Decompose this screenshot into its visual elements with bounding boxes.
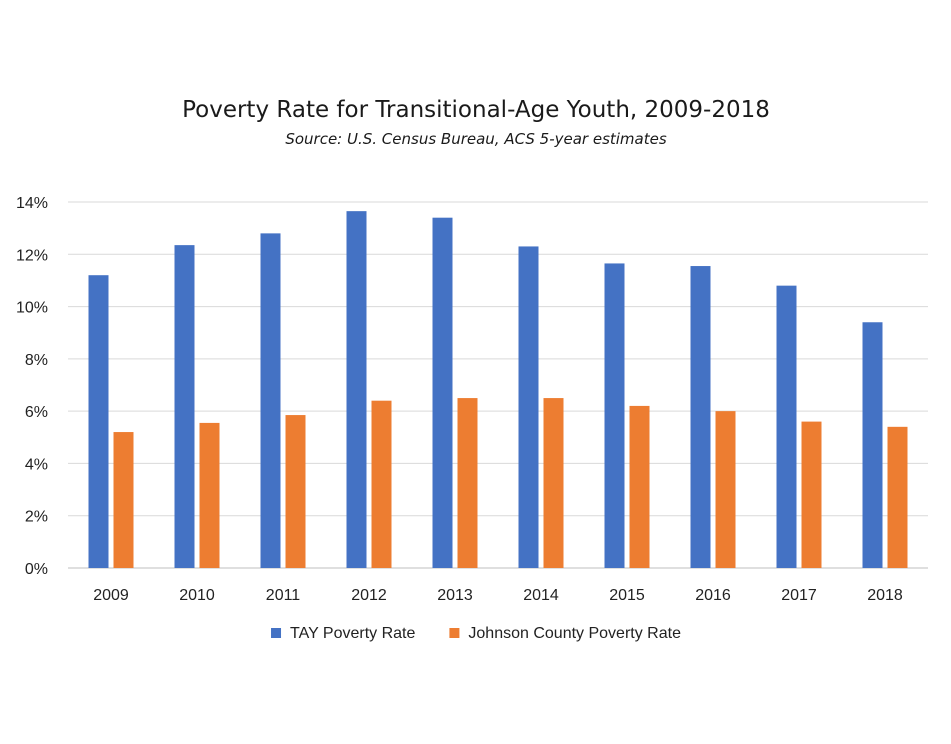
x-tick-label: 2013 <box>437 587 473 604</box>
bar-tay-2018 <box>862 322 883 568</box>
y-tick-label: 12% <box>16 247 48 264</box>
x-tick-label: 2014 <box>523 587 559 604</box>
x-tick-label: 2015 <box>609 587 645 604</box>
chart-title: Poverty Rate for Transitional-Age Youth,… <box>182 97 770 123</box>
bar-tay-2010 <box>174 245 195 568</box>
bar-tay-2017 <box>776 285 797 568</box>
bars <box>88 211 908 568</box>
bar-tay-2016 <box>690 266 711 568</box>
bar-johnson-county-2010 <box>199 422 220 568</box>
x-tick-label: 2009 <box>93 587 129 604</box>
legend: TAY Poverty Rate Johnson County Poverty R… <box>271 625 681 642</box>
legend-label: TAY Poverty Rate <box>290 625 415 642</box>
bar-tay-2014 <box>518 246 539 568</box>
bar-johnson-county-2017 <box>801 421 822 568</box>
legend-item-tay: TAY Poverty Rate <box>271 625 416 642</box>
bar-tay-2009 <box>88 275 109 568</box>
y-tick-label: 14% <box>16 195 48 212</box>
x-tick-label: 2012 <box>351 587 387 604</box>
y-tick-label: 6% <box>25 404 48 421</box>
x-tick-label: 2018 <box>867 587 903 604</box>
x-tick-label: 2010 <box>179 587 215 604</box>
legend-label: Johnson County Poverty Rate <box>468 625 681 642</box>
bar-johnson-county-2016 <box>715 411 736 568</box>
bar-johnson-county-2009 <box>113 432 134 568</box>
x-tick-label: 2016 <box>695 587 731 604</box>
bar-tay-2015 <box>604 263 625 568</box>
legend-swatch <box>271 628 282 638</box>
bar-johnson-county-2013 <box>457 398 478 568</box>
bar-tay-2013 <box>432 217 453 568</box>
chart-subtitle: Source: U.S. Census Bureau, ACS 5-year e… <box>285 130 667 148</box>
x-tick-label: 2011 <box>266 587 301 604</box>
legend-item-johnson-county: Johnson County Poverty Rate <box>449 625 681 642</box>
y-tick-label: 2% <box>25 509 48 526</box>
bar-johnson-county-2018 <box>887 426 908 568</box>
bar-tay-2011 <box>260 233 281 568</box>
y-tick-label: 8% <box>25 352 48 369</box>
bar-tay-2012 <box>346 211 367 568</box>
bar-johnson-county-2011 <box>285 415 306 568</box>
y-axis-tick-labels: 0% 2% 4% 6% 8% 10% 12% 14% <box>16 195 48 578</box>
gridlines <box>68 201 928 569</box>
y-tick-label: 0% <box>25 561 48 578</box>
y-tick-label: 4% <box>25 456 48 473</box>
bar-johnson-county-2015 <box>629 405 650 568</box>
x-axis-tick-labels: 2009 2010 2011 2012 2013 2014 2015 2016 2017 2018 <box>93 587 903 604</box>
y-tick-label: 10% <box>16 300 48 317</box>
bar-johnson-county-2014 <box>543 398 564 568</box>
x-tick-label: 2017 <box>781 587 817 604</box>
bar-johnson-county-2012 <box>371 400 392 568</box>
legend-swatch <box>449 628 460 638</box>
